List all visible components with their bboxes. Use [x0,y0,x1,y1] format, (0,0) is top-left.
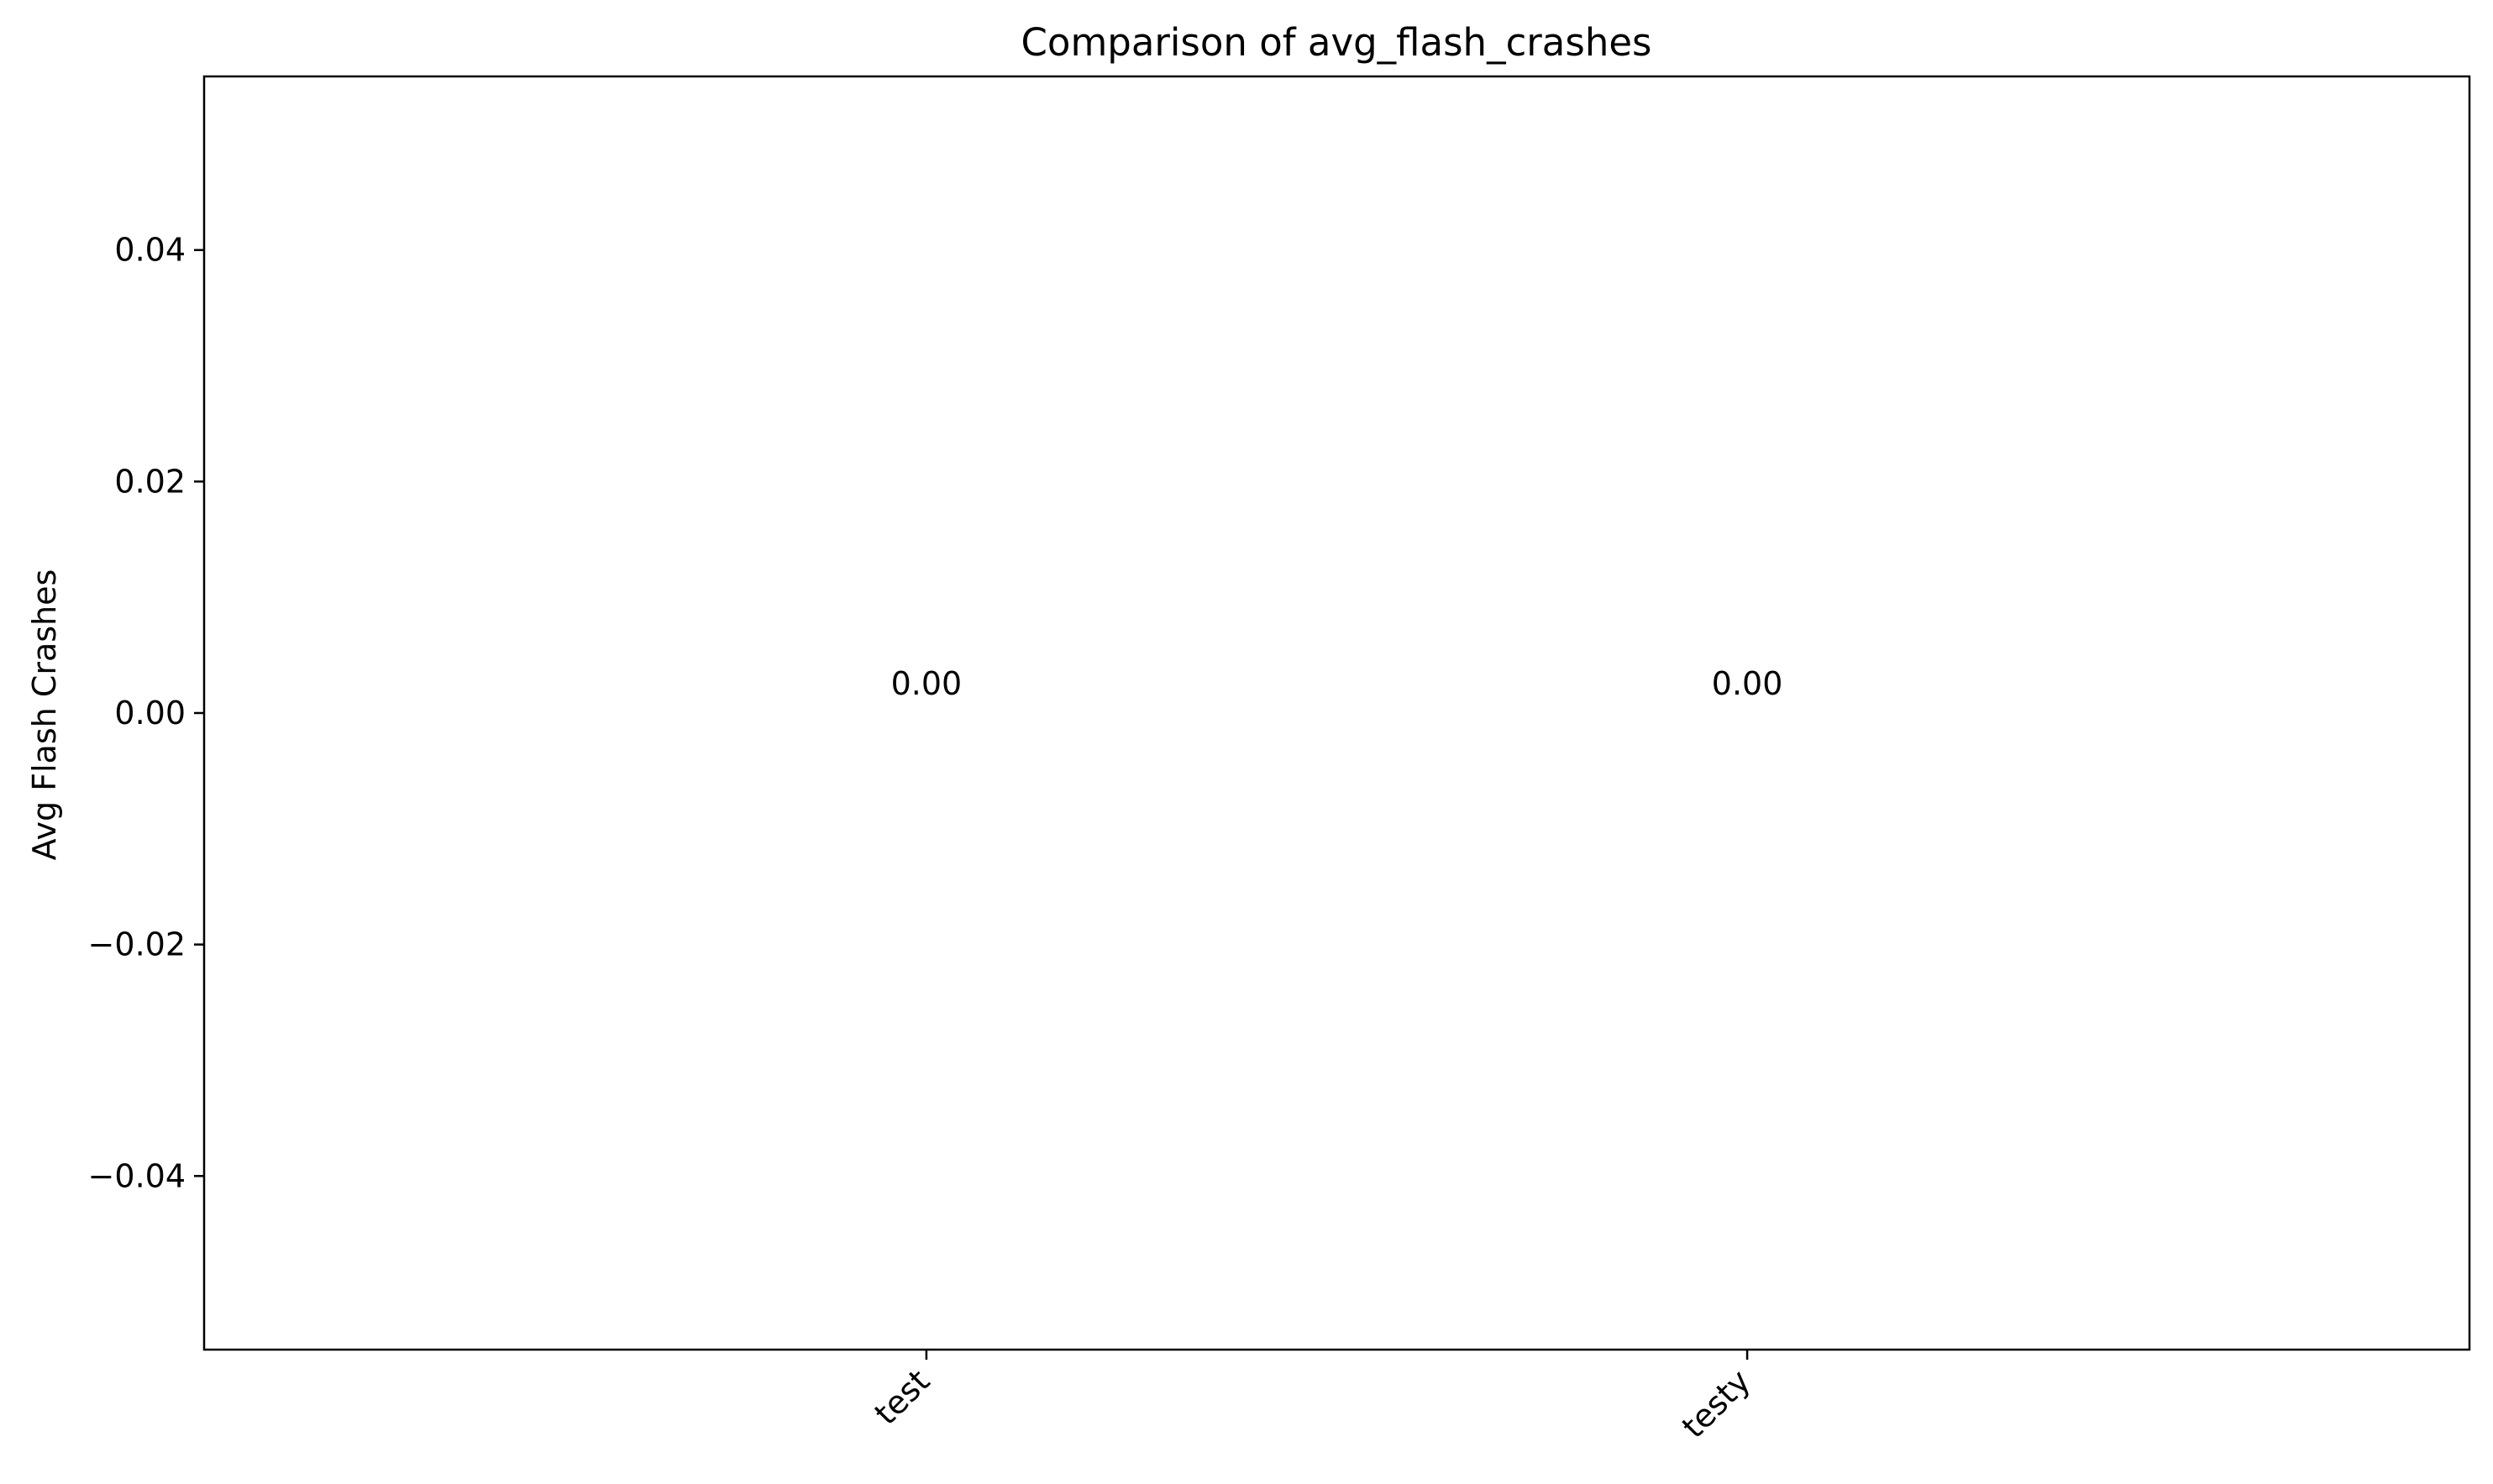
y-tick-label: −0.02 [88,926,186,963]
data-labels: 0.00 0.00 [891,665,1783,702]
x-tick-label: test [868,1362,937,1432]
plot-area-frame [202,75,2471,1351]
y-tick-label: 0.04 [114,232,186,269]
y-tick-label: 0.02 [114,463,186,500]
y-tick-label: −0.04 [88,1157,186,1194]
y-tick-label: 0.00 [114,695,186,732]
y-axis-label: Avg Flash Crashes [26,569,63,861]
x-tick-label: testy [1675,1362,1758,1445]
y-axis-ticks: −0.04 −0.02 0.00 0.02 0.04 [88,232,204,1194]
x-axis-ticks: test testy [868,1350,1758,1445]
data-label: 0.00 [1712,665,1783,702]
chart-title: Comparison of avg_flash_crashes [1021,20,1652,65]
data-label: 0.00 [891,665,963,702]
